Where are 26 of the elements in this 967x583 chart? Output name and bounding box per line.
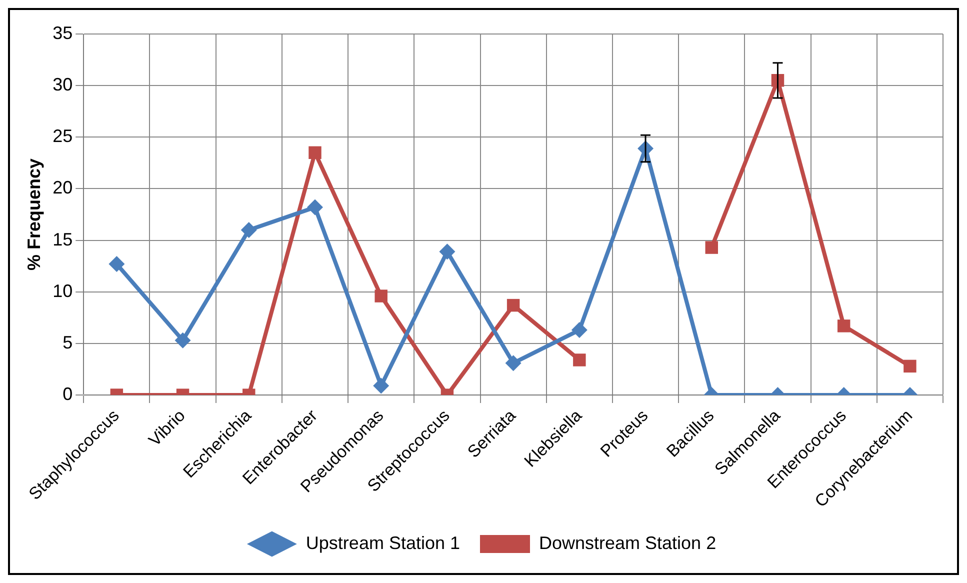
- point: [904, 360, 916, 373]
- point: [837, 320, 850, 332]
- y-tick-label: 5: [62, 332, 73, 352]
- y-tick-label: 10: [52, 280, 73, 301]
- y-axis-title: % Frequency: [24, 158, 44, 271]
- point: [308, 146, 322, 159]
- point: [573, 354, 586, 366]
- y-tick-label: 25: [52, 126, 73, 146]
- point: [439, 244, 456, 260]
- point: [108, 256, 125, 272]
- point: [240, 222, 257, 238]
- y-tick-label: 35: [52, 22, 73, 43]
- point: [174, 332, 191, 348]
- legend-label: Upstream Station 1: [306, 532, 460, 553]
- point: [374, 290, 388, 302]
- point: [306, 199, 323, 216]
- point: [505, 355, 522, 372]
- y-tick-label: 30: [52, 74, 73, 95]
- point: [506, 298, 520, 312]
- point: [373, 378, 390, 394]
- y-tick-label: 15: [52, 229, 73, 250]
- y-tick-label: 20: [52, 178, 73, 198]
- point: [571, 322, 588, 338]
- y-tick-label: 0: [62, 384, 73, 404]
- legend-label: Downstream Station 2: [538, 532, 716, 553]
- point: [705, 241, 718, 254]
